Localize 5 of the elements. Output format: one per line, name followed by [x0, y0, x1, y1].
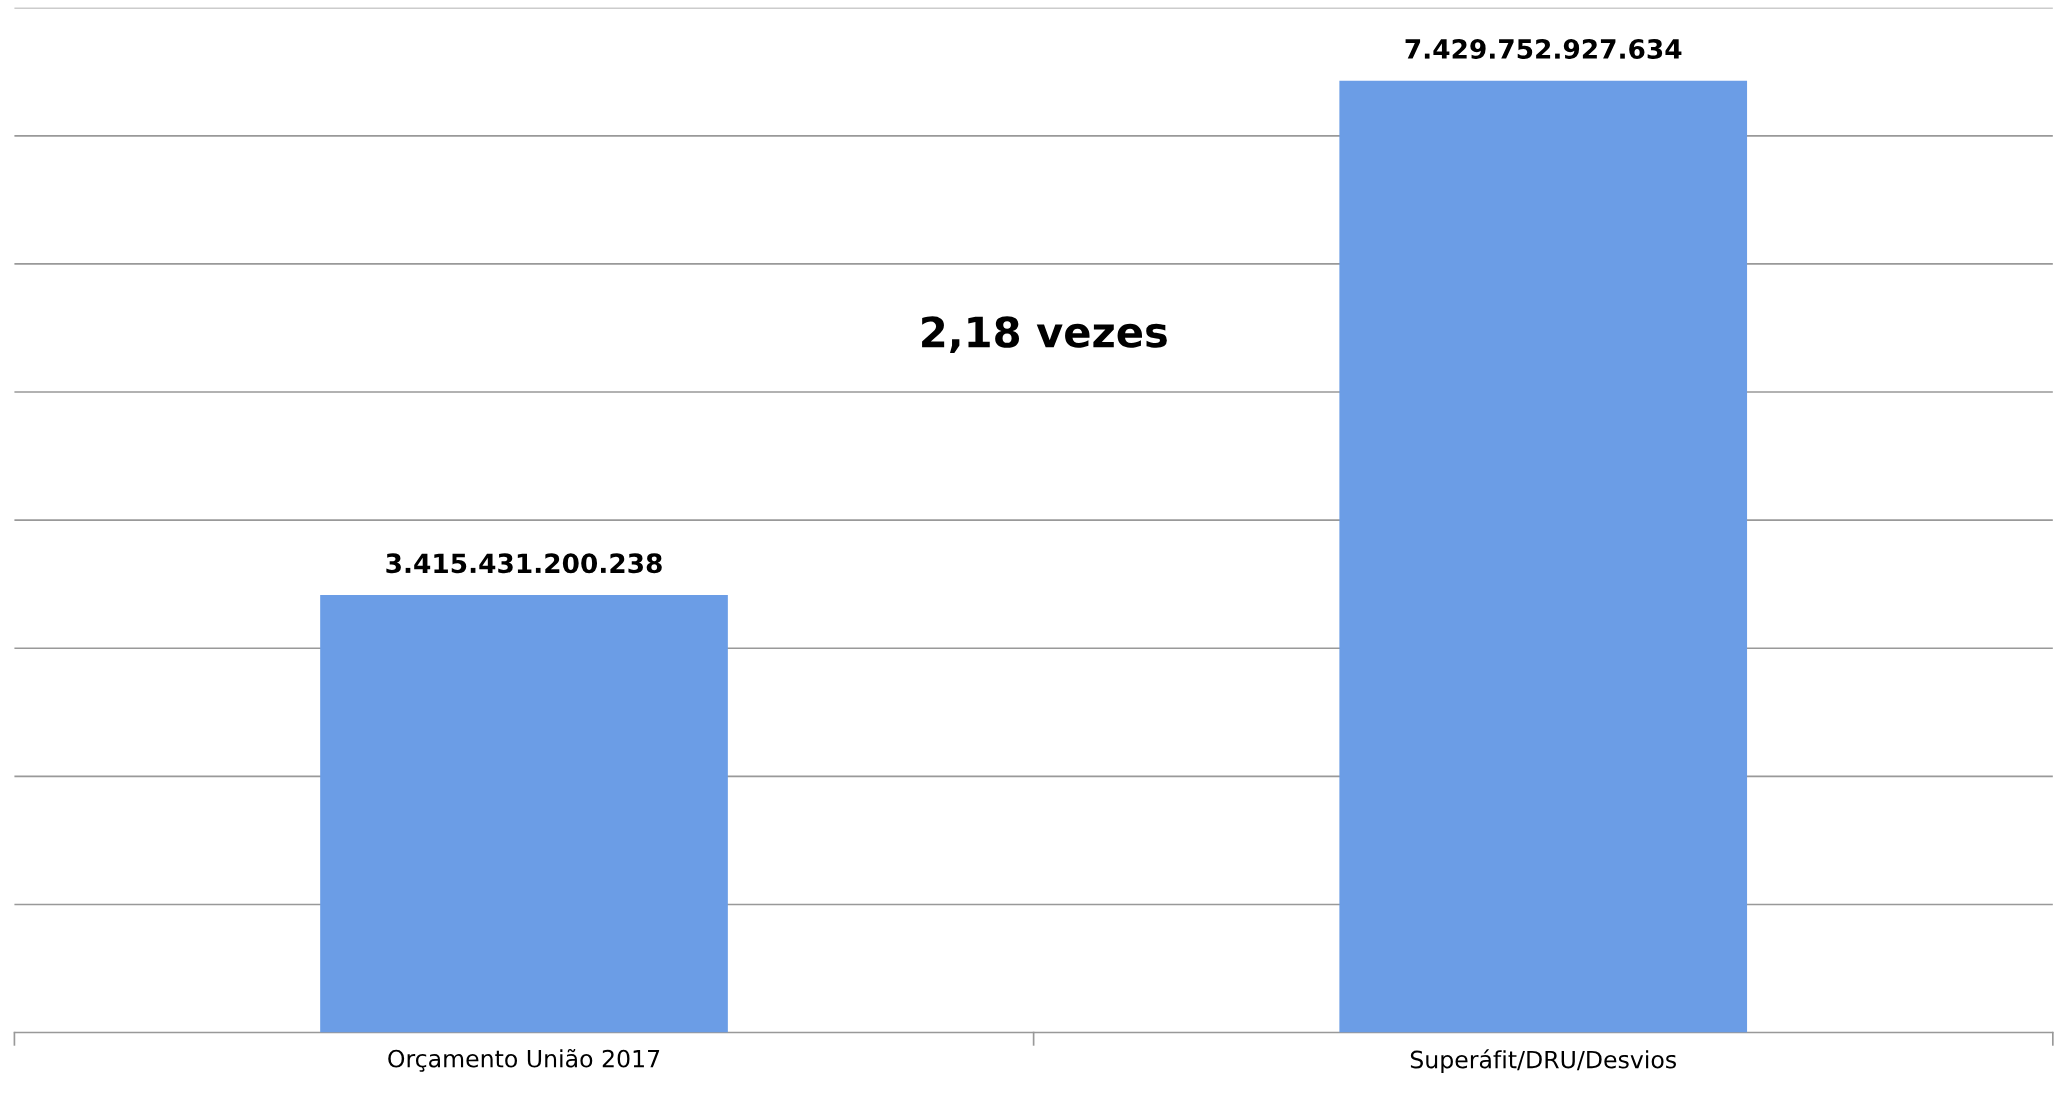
annotation: 2,18 vezes [922, 316, 1167, 354]
data-label: 7.429.752.927.634 [1405, 39, 1682, 59]
data-label: 3.415.431.200.238 [386, 553, 662, 574]
x-tick-label: Superáfit/DRU/Desvios [1410, 1049, 1676, 1074]
x-tick-label: Orçamento União 2017 [388, 1048, 660, 1072]
